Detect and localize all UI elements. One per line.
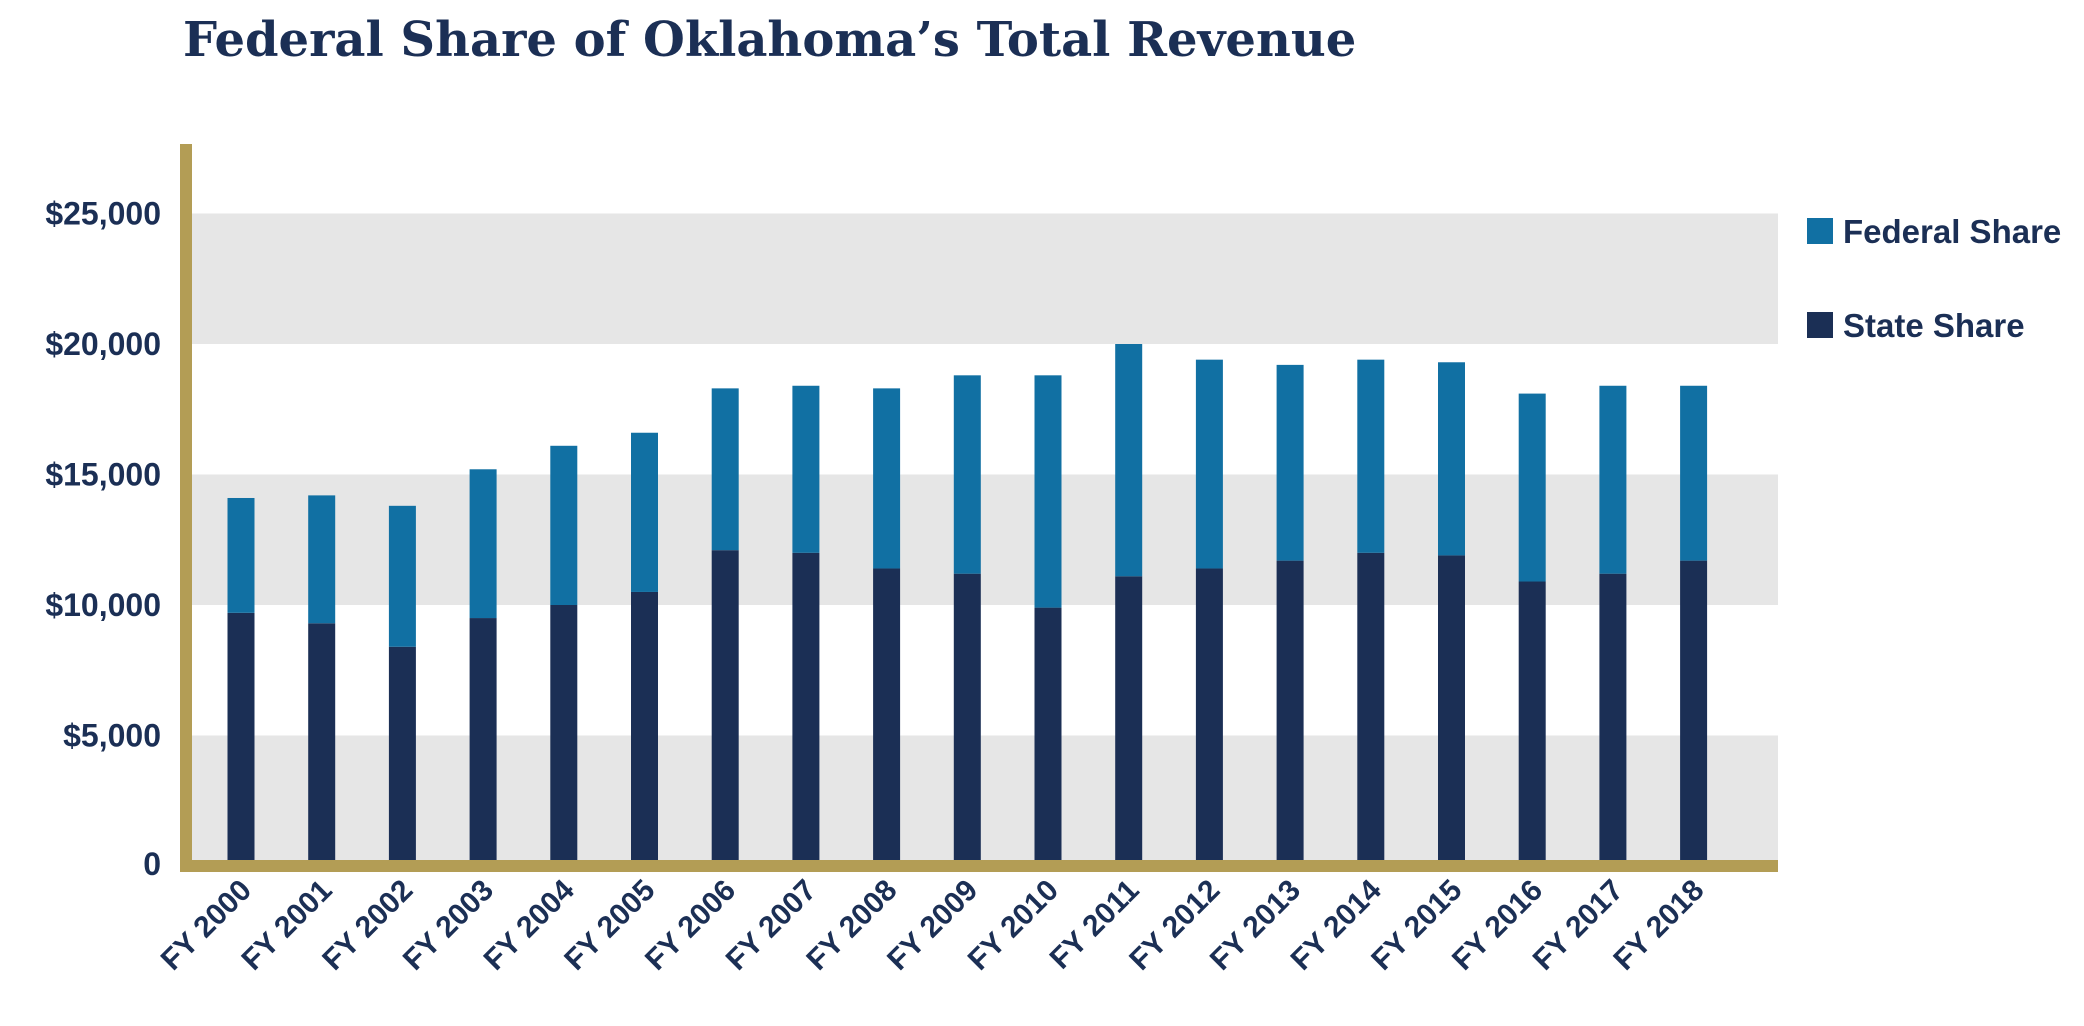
bar-federal-share: [792, 385, 820, 553]
bar-federal-share: [711, 388, 739, 551]
bar-federal-share: [1115, 344, 1143, 577]
bar-state-share: [1195, 568, 1223, 866]
grid-band: [188, 474, 1778, 605]
y-tick-label: 0: [143, 846, 161, 882]
legend: Federal Share State Share: [1807, 213, 2061, 344]
grid-band: [188, 735, 1778, 866]
bar-state-share: [1438, 555, 1465, 866]
legend-swatch: [1807, 312, 1833, 338]
bar-federal-share: [1680, 385, 1708, 561]
bar-state-share: [550, 605, 578, 866]
bar-state-share: [227, 612, 255, 866]
bar-state-share: [792, 552, 820, 866]
bar-federal-share: [953, 375, 981, 574]
bar-state-share: [873, 568, 901, 866]
chart-title: Federal Share of Oklahoma’s Total Revenu…: [183, 12, 1357, 68]
bar-federal-share: [1599, 385, 1627, 574]
bar-state-share: [469, 618, 497, 866]
y-tick-label: $5,000: [63, 718, 161, 754]
bar-state-share: [388, 646, 416, 866]
background-bands: [188, 213, 1778, 866]
bars: [227, 344, 1708, 866]
bar-federal-share: [1438, 362, 1465, 556]
legend-swatch: [1807, 218, 1833, 244]
bar-state-share: [1115, 576, 1143, 866]
bar-state-share: [1034, 607, 1062, 866]
bar-state-share: [711, 550, 739, 866]
bar-federal-share: [1357, 359, 1385, 553]
bar-federal-share: [1276, 364, 1304, 561]
bar-federal-share: [631, 432, 658, 592]
bar-state-share: [1518, 581, 1546, 866]
bar-federal-share: [1518, 393, 1546, 582]
bar-state-share: [308, 623, 336, 866]
y-tick-label: $15,000: [45, 457, 161, 493]
bar-state-share: [1680, 560, 1708, 866]
x-tick-label: FY 2018: [1607, 874, 1710, 977]
y-tick-label: $10,000: [45, 587, 161, 623]
bar-state-share: [1276, 560, 1304, 866]
y-tick-label: $20,000: [45, 326, 161, 362]
y-axis-ticks: 0 $5,000 $10,000 $15,000 $20,000 $25,000: [45, 196, 161, 883]
bar-federal-share: [1195, 359, 1223, 569]
bar-federal-share: [1034, 375, 1062, 608]
x-axis-line: [180, 860, 1778, 872]
bar-federal-share: [308, 495, 336, 624]
y-axis-line: [180, 144, 192, 868]
grid-band: [188, 213, 1778, 344]
axes: [180, 144, 1778, 872]
bar-state-share: [953, 573, 981, 866]
bar-state-share: [1599, 573, 1627, 866]
bar-federal-share: [469, 469, 497, 619]
y-tick-label: $25,000: [45, 196, 161, 232]
bar-state-share: [631, 591, 658, 866]
bar-federal-share: [388, 505, 416, 647]
bar-federal-share: [873, 388, 901, 569]
legend-label: State Share: [1843, 307, 2025, 344]
legend-label: Federal Share: [1843, 213, 2061, 250]
bar-state-share: [1357, 552, 1385, 866]
x-tick-label: FY 2010: [962, 874, 1065, 977]
bar-federal-share: [550, 445, 578, 605]
bar-federal-share: [227, 497, 255, 613]
